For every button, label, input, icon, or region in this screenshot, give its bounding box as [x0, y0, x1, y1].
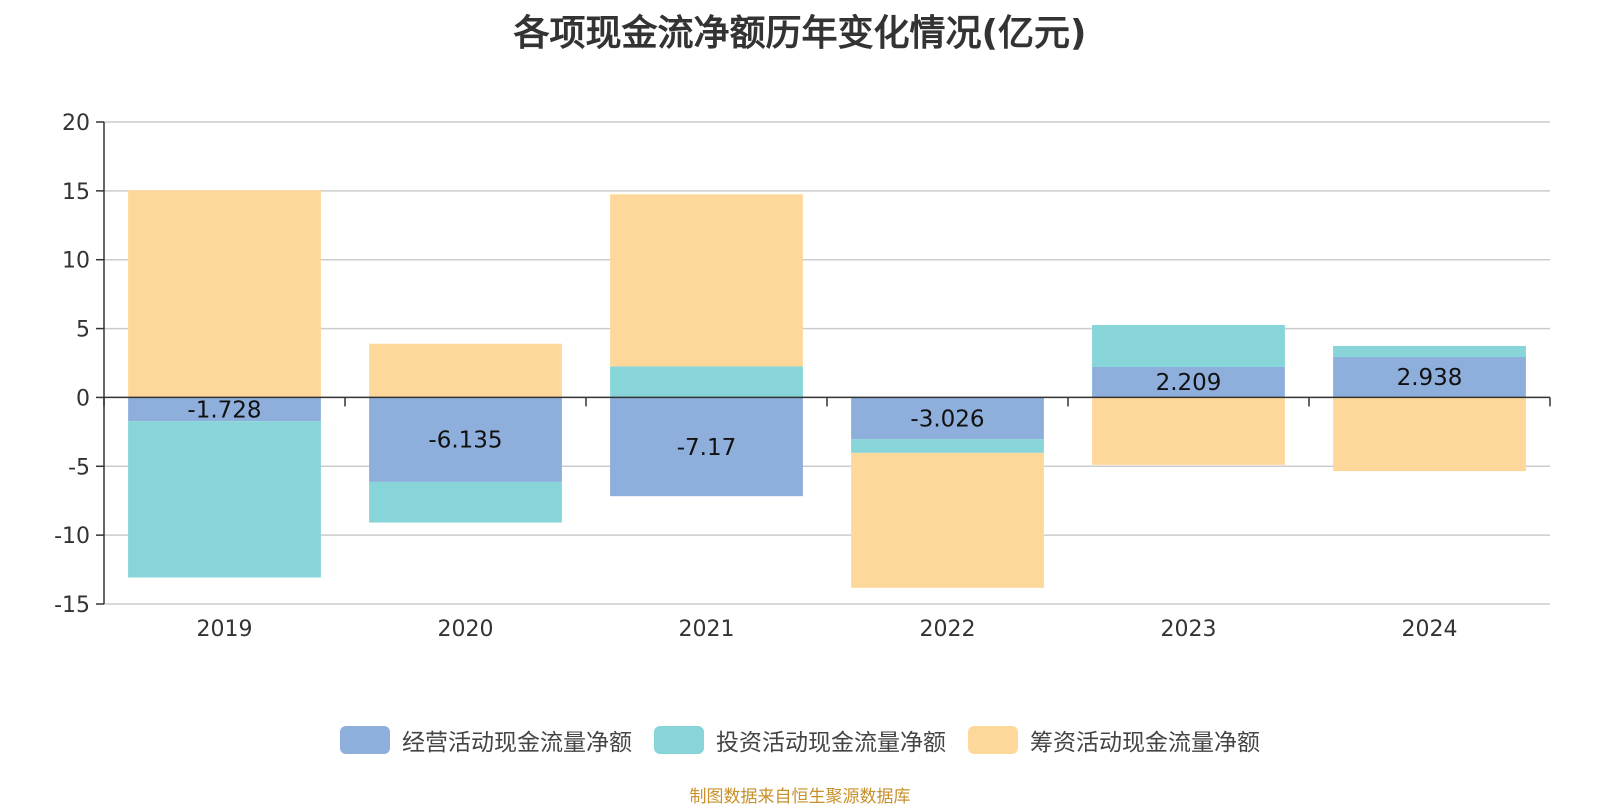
legend-swatch-investing: [654, 726, 704, 754]
y-tick-label: -10: [54, 524, 90, 549]
legend: 经营活动现金流量净额 投资活动现金流量净额 筹资活动现金流量净额: [0, 723, 1600, 757]
data-label: 2.209: [1156, 370, 1222, 396]
x-tick-label: 2019: [197, 617, 253, 642]
chart-title: 各项现金流净额历年变化情况(亿元): [513, 13, 1087, 54]
y-tick-label: 10: [62, 249, 90, 274]
data-label: -1.728: [187, 397, 261, 423]
y-tick-label: 20: [62, 111, 90, 136]
x-tick-label: 2023: [1161, 617, 1217, 642]
bar-segment-1: [851, 397, 1044, 440]
x-tick-label: 2022: [920, 617, 976, 642]
data-label: -6.135: [428, 428, 502, 454]
bar-segment-1: [610, 397, 803, 497]
bar-segment-3: [1333, 397, 1526, 472]
y-tick-label: 15: [62, 180, 90, 205]
bar-segment-2: [1333, 345, 1526, 357]
bar-segment-3: [610, 194, 803, 367]
bar-segment-3: [128, 190, 321, 398]
bar-segment-2: [1092, 325, 1285, 368]
legend-swatch-financing: [968, 726, 1018, 754]
legend-swatch-operating: [340, 726, 390, 754]
bar-segment-1: [1092, 367, 1285, 398]
data-label: -7.17: [677, 435, 737, 461]
legend-item-operating[interactable]: 经营活动现金流量净额: [340, 723, 632, 757]
bar-segment-2: [369, 481, 562, 523]
bar-segment-1: [1333, 356, 1526, 398]
bar-segment-3: [1092, 397, 1285, 465]
bar-segment-2: [851, 439, 1044, 453]
source-note: 制图数据来自恒生聚源数据库: [689, 787, 911, 807]
y-tick-label: 0: [76, 386, 90, 411]
bar-segment-3: [369, 343, 562, 398]
x-tick-label: 2024: [1402, 617, 1458, 642]
data-label: 2.938: [1397, 365, 1463, 391]
legend-item-investing[interactable]: 投资活动现金流量净额: [654, 723, 946, 757]
y-tick-label: 5: [76, 318, 90, 343]
legend-item-financing[interactable]: 筹资活动现金流量净额: [968, 723, 1260, 757]
bar-segment-1: [128, 397, 321, 422]
bar-segment-1: [369, 397, 562, 482]
stacked-bar-chart: 20 15 10 5 0 -5 -10 -15 -1.728 2019 -6.135 2020 -7.1…: [54, 111, 1551, 642]
x-tick-label: 2020: [438, 617, 494, 642]
data-label: -3.026: [910, 406, 984, 432]
y-tick-label: -5: [68, 455, 90, 480]
bar-segment-3: [851, 452, 1044, 588]
legend-label-financing: 筹资活动现金流量净额: [1030, 730, 1260, 756]
y-tick-label: -15: [54, 593, 90, 618]
bar-segment-2: [128, 421, 321, 578]
bar-segment-2: [610, 366, 803, 398]
legend-label-investing: 投资活动现金流量净额: [716, 730, 946, 756]
x-tick-label: 2021: [679, 617, 735, 642]
legend-label-operating: 经营活动现金流量净额: [402, 730, 632, 756]
